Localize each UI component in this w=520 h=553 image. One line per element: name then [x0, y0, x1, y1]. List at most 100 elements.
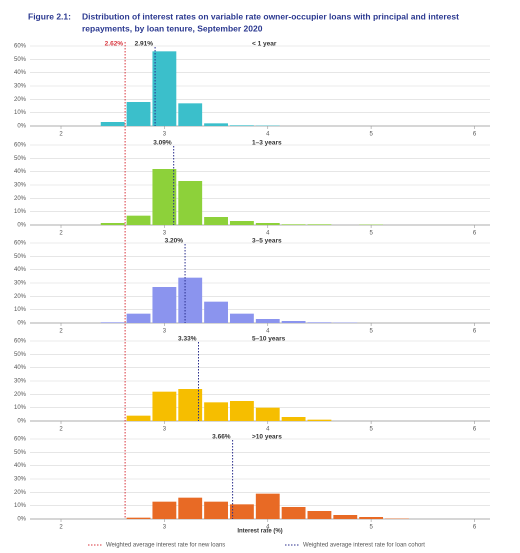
- bar: [126, 415, 151, 421]
- y-tick-label: 50%: [14, 450, 27, 456]
- y-tick-label: 50%: [14, 352, 27, 358]
- y-tick-label: 10%: [14, 209, 27, 215]
- bar: [152, 391, 177, 421]
- bar: [255, 407, 280, 421]
- y-tick-label: 40%: [14, 365, 27, 371]
- panel-title: >10 years: [252, 434, 282, 441]
- x-tick-label: 4: [266, 132, 270, 138]
- bar: [100, 122, 125, 126]
- y-tick-label: 40%: [14, 70, 27, 76]
- x-tick-label: 2: [59, 329, 63, 335]
- x-tick-label: 6: [473, 329, 477, 335]
- y-tick-label: 50%: [14, 156, 27, 162]
- y-tick-label: 10%: [14, 503, 27, 509]
- panel-title: 5–10 years: [252, 336, 286, 343]
- bar: [204, 501, 228, 519]
- x-axis-label: Interest rate (%): [237, 529, 282, 535]
- bar: [126, 517, 151, 519]
- y-tick-label: 0%: [17, 517, 26, 523]
- bar: [152, 51, 177, 127]
- bar: [333, 515, 358, 519]
- y-tick-label: 20%: [14, 294, 27, 300]
- x-tick-label: 2: [59, 427, 63, 433]
- x-tick-label: 5: [369, 132, 373, 138]
- bar: [100, 223, 125, 225]
- x-tick-label: 4: [266, 329, 270, 335]
- bar: [229, 313, 254, 323]
- bar: [307, 224, 332, 225]
- y-tick-label: 30%: [14, 281, 27, 287]
- bar: [178, 181, 203, 225]
- y-tick-label: 40%: [14, 169, 27, 175]
- bar: [178, 497, 203, 519]
- x-tick-label: 3: [163, 329, 167, 335]
- bar: [204, 217, 228, 225]
- bar: [229, 401, 254, 421]
- bar: [281, 224, 306, 225]
- legend-label: Weighted average interest rate for loan …: [303, 543, 425, 549]
- y-tick-label: 30%: [14, 84, 27, 90]
- figure-title: repayments, by loan tenure, September 20…: [82, 23, 263, 33]
- figure-label: Figure 2.1:: [28, 11, 71, 21]
- new-loan-rate-label: 2.62%: [105, 41, 124, 48]
- y-tick-label: 20%: [14, 490, 27, 496]
- bar: [126, 215, 151, 225]
- y-tick-label: 60%: [14, 143, 27, 149]
- cohort-rate-label: 2.91%: [135, 41, 154, 48]
- bar: [281, 507, 306, 519]
- x-tick-label: 3: [163, 132, 167, 138]
- bar: [281, 417, 306, 421]
- x-tick-label: 2: [59, 525, 63, 531]
- bar: [178, 277, 203, 323]
- bar: [255, 319, 280, 323]
- cohort-rate-label: 3.66%: [212, 434, 231, 441]
- cohort-rate-label: 3.09%: [153, 140, 172, 147]
- bar: [100, 322, 125, 323]
- bar: [229, 504, 254, 519]
- y-tick-label: 30%: [14, 477, 27, 483]
- bar: [152, 501, 177, 519]
- y-tick-label: 50%: [14, 254, 27, 260]
- panel-title: 3–5 years: [252, 238, 282, 245]
- x-tick-label: 6: [473, 231, 477, 237]
- bar: [152, 287, 177, 323]
- y-tick-label: 60%: [14, 241, 27, 247]
- bar: [229, 125, 254, 126]
- y-tick-label: 20%: [14, 196, 27, 202]
- y-tick-label: 40%: [14, 267, 27, 273]
- y-tick-label: 30%: [14, 379, 27, 385]
- y-tick-label: 40%: [14, 463, 27, 469]
- bar: [307, 511, 332, 519]
- x-tick-label: 3: [163, 427, 167, 433]
- bar: [178, 103, 203, 126]
- bar: [359, 517, 384, 519]
- panel-title: 1–3 years: [252, 140, 282, 147]
- y-tick-label: 20%: [14, 97, 27, 103]
- panel-title: < 1 year: [252, 41, 277, 48]
- x-tick-label: 2: [59, 132, 63, 138]
- cohort-rate-label: 3.20%: [165, 238, 184, 245]
- bar: [204, 301, 228, 323]
- bar: [255, 493, 280, 519]
- bar: [126, 313, 151, 323]
- x-tick-label: 4: [266, 525, 270, 531]
- bar: [126, 102, 151, 126]
- legend-label: Weighted average interest rate for new l…: [106, 543, 225, 549]
- y-tick-label: 0%: [17, 419, 26, 425]
- bar: [204, 402, 228, 421]
- figure-title: Distribution of interest rates on variab…: [82, 11, 459, 21]
- bar: [178, 389, 203, 421]
- bar: [204, 123, 228, 126]
- x-tick-label: 3: [163, 231, 167, 237]
- x-tick-label: 4: [266, 231, 270, 237]
- x-tick-label: 2: [59, 231, 63, 237]
- y-tick-label: 10%: [14, 110, 27, 116]
- bar: [281, 321, 306, 323]
- y-tick-label: 60%: [14, 437, 27, 443]
- x-tick-label: 5: [369, 427, 373, 433]
- y-tick-label: 10%: [14, 307, 27, 313]
- x-tick-label: 3: [163, 525, 167, 531]
- y-tick-label: 0%: [17, 223, 26, 229]
- x-tick-label: 5: [369, 329, 373, 335]
